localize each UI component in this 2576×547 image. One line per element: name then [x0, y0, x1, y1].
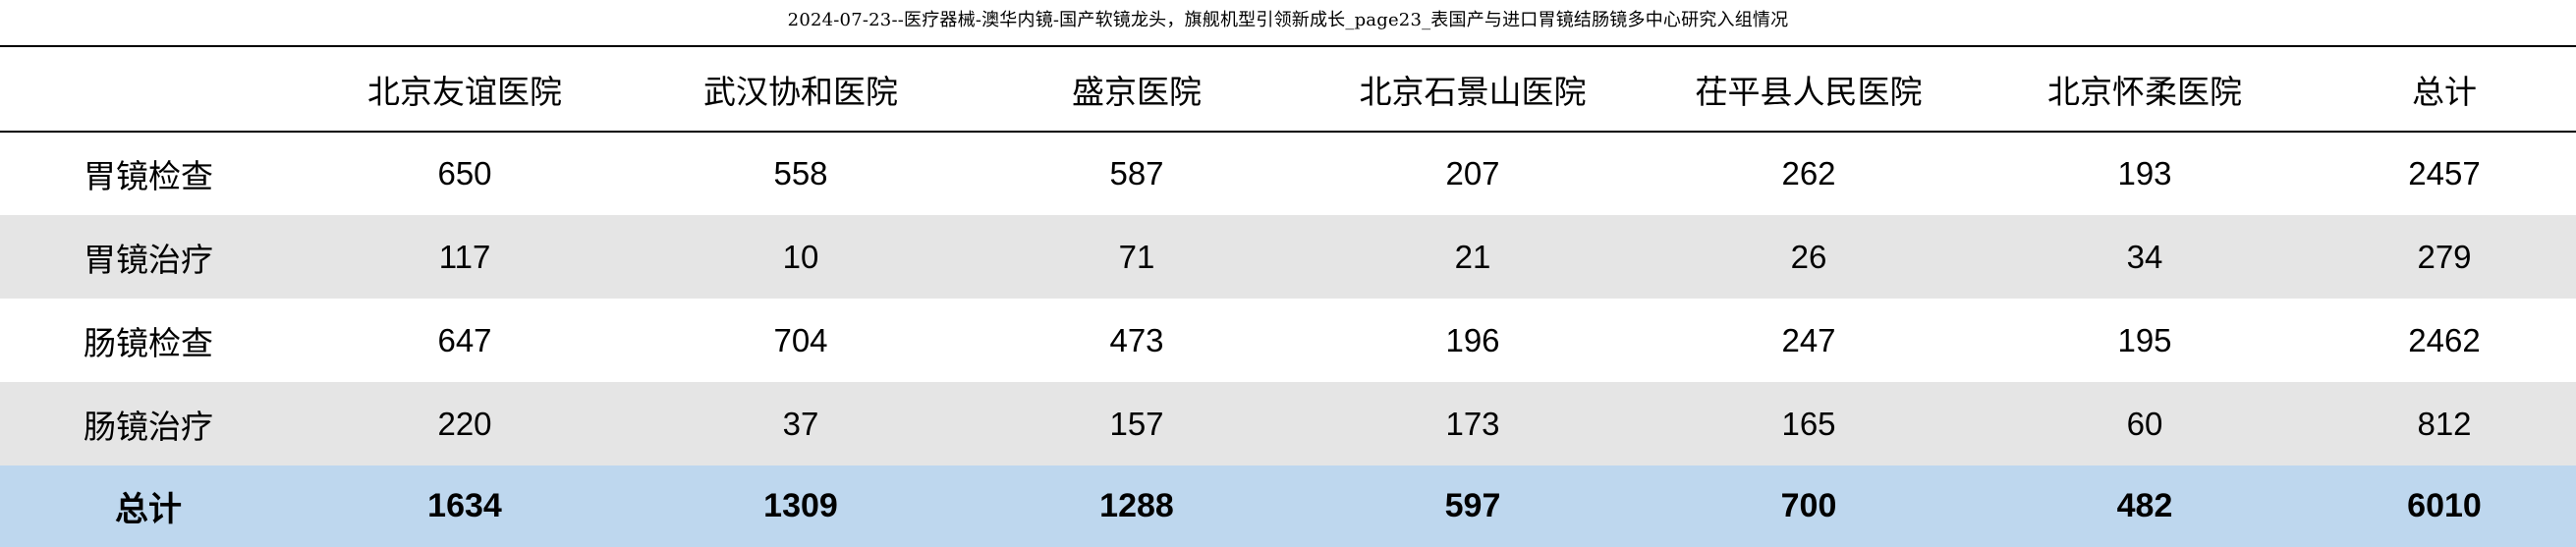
row-label: 胃镜治疗	[0, 215, 297, 299]
table-cell: 165	[1641, 382, 1977, 465]
column-header: 盛京医院	[969, 45, 1305, 133]
column-header: 北京怀柔医院	[1977, 45, 2313, 133]
column-header: 北京友谊医院	[297, 45, 633, 133]
table-cell: 37	[633, 382, 969, 465]
column-header: 北京石景山医院	[1305, 45, 1641, 133]
row-label: 肠镜治疗	[0, 382, 297, 465]
table-cell: 220	[297, 382, 633, 465]
table-cell: 279	[2313, 215, 2576, 299]
table-cell: 117	[297, 215, 633, 299]
data-table-container: 北京友谊医院 武汉协和医院 盛京医院 北京石景山医院 茌平县人民医院 北京怀柔医院 总计 胃…	[0, 45, 2576, 547]
header-row: 北京友谊医院 武汉协和医院 盛京医院 北京石景山医院 茌平县人民医院 北京怀柔医院 总计	[0, 45, 2576, 133]
table-cell: 587	[969, 132, 1305, 215]
table-cell: 26	[1641, 215, 1977, 299]
total-row-label: 总计	[0, 465, 297, 547]
table-cell: 2462	[2313, 299, 2576, 382]
table-cell: 704	[633, 299, 969, 382]
total-cell: 597	[1305, 465, 1641, 547]
table-cell: 262	[1641, 132, 1977, 215]
table-footer: 总计 1634 1309 1288 597 700 482 6010	[0, 465, 2576, 547]
table-cell: 812	[2313, 382, 2576, 465]
table-row: 肠镜检查 647 704 473 196 247 195 2462	[0, 299, 2576, 382]
table-cell: 473	[969, 299, 1305, 382]
row-label: 肠镜检查	[0, 299, 297, 382]
table-cell: 647	[297, 299, 633, 382]
table-cell: 650	[297, 132, 633, 215]
table-cell: 34	[1977, 215, 2313, 299]
table-cell: 157	[969, 382, 1305, 465]
table-cell: 207	[1305, 132, 1641, 215]
table-row: 肠镜治疗 220 37 157 173 165 60 812	[0, 382, 2576, 465]
table-cell: 247	[1641, 299, 1977, 382]
total-cell: 482	[1977, 465, 2313, 547]
table-cell: 2457	[2313, 132, 2576, 215]
table-cell: 196	[1305, 299, 1641, 382]
table-row: 胃镜治疗 117 10 71 21 26 34 279	[0, 215, 2576, 299]
row-label: 胃镜检查	[0, 132, 297, 215]
column-header: 茌平县人民医院	[1641, 45, 1977, 133]
total-cell: 1288	[969, 465, 1305, 547]
total-cell: 1634	[297, 465, 633, 547]
table-cell: 173	[1305, 382, 1641, 465]
table-cell: 60	[1977, 382, 2313, 465]
total-cell: 1309	[633, 465, 969, 547]
total-cell: 700	[1641, 465, 1977, 547]
table-cell: 193	[1977, 132, 2313, 215]
column-header: 总计	[2313, 45, 2576, 133]
table-row: 胃镜检查 650 558 587 207 262 193 2457	[0, 132, 2576, 215]
table-cell: 21	[1305, 215, 1641, 299]
header-cell-corner	[0, 45, 297, 133]
table-cell: 10	[633, 215, 969, 299]
table-cell: 71	[969, 215, 1305, 299]
table-header: 北京友谊医院 武汉协和医院 盛京医院 北京石景山医院 茌平县人民医院 北京怀柔医院 总计	[0, 45, 2576, 133]
total-cell: 6010	[2313, 465, 2576, 547]
page-title: 2024-07-23--医疗器械-澳华内镜-国产软镜龙头，旗舰机型引领新成长_p…	[787, 10, 1789, 30]
data-table: 北京友谊医院 武汉协和医院 盛京医院 北京石景山医院 茌平县人民医院 北京怀柔医院 总计 胃…	[0, 45, 2576, 547]
table-cell: 558	[633, 132, 969, 215]
table-cell: 195	[1977, 299, 2313, 382]
column-header: 武汉协和医院	[633, 45, 969, 133]
table-body: 胃镜检查 650 558 587 207 262 193 2457 胃镜治疗 117 10 71 21 2…	[0, 132, 2576, 465]
total-row: 总计 1634 1309 1288 597 700 482 6010	[0, 465, 2576, 547]
